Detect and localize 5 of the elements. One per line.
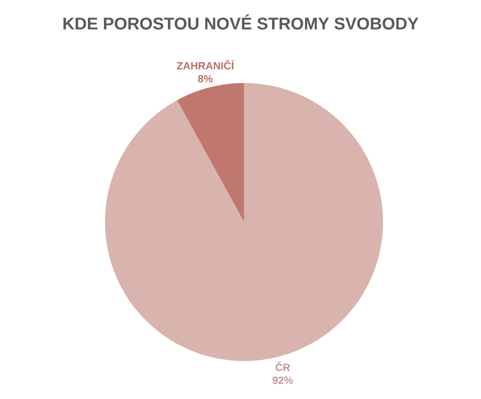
slice-label: ČR [276,362,290,372]
chart-title: KDE POROSTOU NOVÉ STROMY SVOBODY [63,14,418,30]
data-label: 92% [272,376,293,384]
data-label: 8% [198,75,213,82]
slice-label: ZAHRANIČÍ [176,60,234,70]
